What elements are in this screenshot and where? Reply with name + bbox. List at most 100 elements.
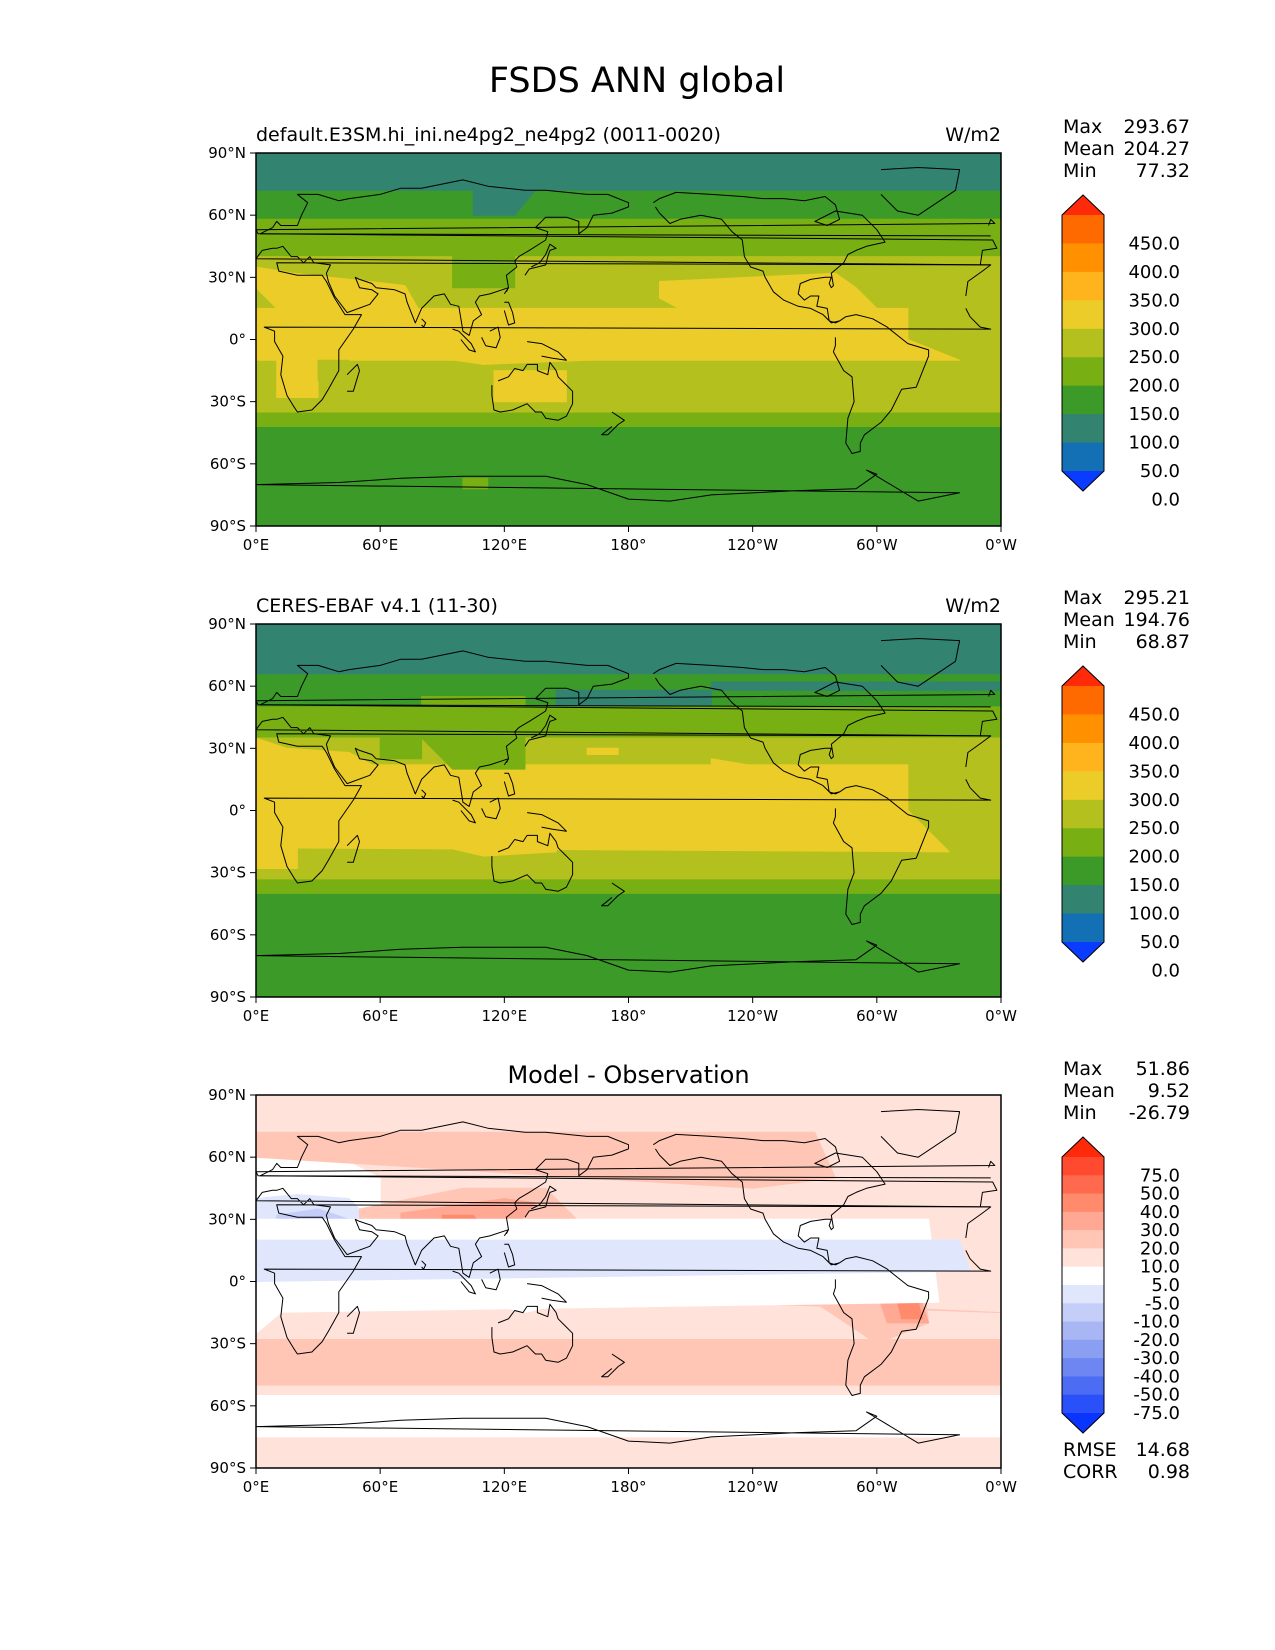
units-label: W/m2 bbox=[945, 595, 1001, 617]
colorbar: 450.0 400.0 350.0 300.0 250.0 200.0 150.0 100.0… bbox=[1061, 665, 1180, 981]
lat-tick-label: 60°S bbox=[210, 926, 246, 944]
figure-title: FSDS ANN global bbox=[489, 61, 785, 101]
lon-tick-label: 180° bbox=[610, 1007, 646, 1025]
stat-label: Max bbox=[1063, 1058, 1102, 1080]
metric-label: RMSE bbox=[1063, 1439, 1117, 1461]
colorbar-label: 200.0 bbox=[1128, 376, 1180, 397]
colorbar-outline bbox=[1061, 1136, 1105, 1434]
coastline bbox=[346, 1305, 360, 1334]
colorbar-segment bbox=[1062, 714, 1104, 744]
lon-tick-label: 120°W bbox=[727, 1478, 778, 1496]
colorbar-segment bbox=[1062, 1321, 1104, 1341]
contour-region bbox=[256, 1395, 1001, 1438]
lat-tick-label: 0° bbox=[229, 1273, 246, 1291]
coastline bbox=[524, 714, 557, 747]
coastline bbox=[346, 834, 360, 863]
colorbar-segment bbox=[1062, 442, 1104, 472]
lon-tick-label: 120°W bbox=[727, 536, 778, 554]
coastline bbox=[256, 1160, 996, 1179]
coastline bbox=[601, 411, 625, 436]
colorbar-label: 150.0 bbox=[1128, 875, 1180, 896]
colorbar-segment bbox=[1062, 913, 1104, 943]
colorbar-outline bbox=[1061, 194, 1105, 492]
coastline bbox=[503, 758, 509, 766]
lon-tick-label: 60°E bbox=[362, 1007, 398, 1025]
colorbar-extend-min bbox=[1062, 471, 1104, 491]
colorbar-segment bbox=[1062, 1303, 1104, 1323]
contour-region bbox=[256, 1339, 1001, 1386]
stat-value: 293.67 bbox=[1124, 116, 1190, 138]
coastline bbox=[880, 1109, 961, 1158]
colorbar-label: 100.0 bbox=[1128, 904, 1180, 925]
lat-tick-label: 90°N bbox=[208, 615, 246, 633]
coastline bbox=[503, 301, 516, 326]
colorbar-segment bbox=[1062, 215, 1104, 244]
contour-region bbox=[256, 624, 1001, 675]
lon-tick-label: 120°E bbox=[482, 1478, 528, 1496]
colorbar-segment bbox=[1062, 885, 1104, 915]
lat-tick-label: 60°S bbox=[210, 455, 246, 473]
panel-title: default.E3SM.hi_ini.ne4pg2_ne4pg2 (0011-… bbox=[256, 124, 721, 146]
units-label: W/m2 bbox=[945, 124, 1001, 146]
stat-label: Mean bbox=[1063, 1080, 1115, 1102]
coastline bbox=[256, 940, 961, 973]
colorbar-segment bbox=[1062, 1339, 1104, 1359]
colorbar-segment bbox=[1062, 799, 1104, 829]
stat-label: Mean bbox=[1063, 609, 1115, 631]
colorbar-label: 0.0 bbox=[1151, 960, 1180, 981]
coastline bbox=[421, 318, 427, 328]
coastline bbox=[503, 772, 516, 797]
coastline bbox=[491, 361, 574, 421]
lat-tick-label: 30°N bbox=[208, 268, 246, 286]
panel-diff: Model - Observation 90°N 60°N 30°N 0° 30°S 60°… bbox=[208, 1058, 1190, 1496]
coastline bbox=[527, 812, 567, 832]
lon-tick-label: 0°W bbox=[985, 1478, 1017, 1496]
coastline bbox=[263, 733, 992, 884]
colorbar-label: -5.0 bbox=[1145, 1293, 1180, 1314]
coastline bbox=[491, 832, 574, 892]
coastline bbox=[503, 287, 509, 295]
lat-tick-label: 30°S bbox=[210, 393, 246, 411]
stat-value: 9.52 bbox=[1148, 1080, 1190, 1102]
coastline bbox=[256, 689, 996, 708]
colorbar-segment bbox=[1062, 686, 1104, 715]
lat-tick-label: 90°N bbox=[208, 1086, 246, 1104]
lat-tick-label: 30°N bbox=[208, 1210, 246, 1228]
coastline bbox=[263, 262, 992, 413]
colorbar-label: 400.0 bbox=[1128, 262, 1180, 283]
lon-tick-label: 60°W bbox=[856, 1007, 898, 1025]
colorbar-segment bbox=[1062, 271, 1104, 301]
lat-tick-label: 90°N bbox=[208, 144, 246, 162]
lon-tick-label: 60°E bbox=[362, 1478, 398, 1496]
contour-region bbox=[256, 153, 1001, 191]
lon-tick-label: 60°W bbox=[856, 1478, 898, 1496]
colorbar-segment bbox=[1062, 414, 1104, 444]
stat-label: Max bbox=[1063, 116, 1102, 138]
coastline bbox=[346, 363, 360, 392]
coastline bbox=[452, 328, 476, 353]
colorbar-label: 300.0 bbox=[1128, 790, 1180, 811]
colorbar-label: 5.0 bbox=[1151, 1275, 1180, 1296]
contour-region bbox=[452, 245, 516, 289]
lon-tick-label: 0°E bbox=[243, 1007, 270, 1025]
colorbar-label: 10.0 bbox=[1140, 1257, 1180, 1278]
lat-tick-label: 90°S bbox=[210, 517, 246, 535]
coastline bbox=[256, 1411, 961, 1444]
coastline bbox=[832, 314, 930, 454]
colorbar-label: -75.0 bbox=[1133, 1403, 1180, 1424]
coastline bbox=[601, 1353, 625, 1378]
colorbar-label: 200.0 bbox=[1128, 847, 1180, 868]
colorbar-extend-max bbox=[1062, 1137, 1104, 1157]
lon-tick-label: 120°E bbox=[482, 536, 528, 554]
stat-label: Min bbox=[1063, 160, 1097, 182]
colorbar-extend-max bbox=[1062, 195, 1104, 215]
colorbar: 75.050.040.030.020.010.05.0-5.0-10.0-20.… bbox=[1061, 1136, 1180, 1434]
lon-tick-label: 60°E bbox=[362, 536, 398, 554]
lat-tick-label: 60°N bbox=[208, 1148, 246, 1166]
coastline bbox=[503, 1229, 509, 1237]
lon-tick-label: 0°W bbox=[985, 536, 1017, 554]
panel-obs: CERES-EBAF v4.1 (11-30) W/m2 90°N 60°N 30°N 0… bbox=[208, 587, 1190, 1025]
lat-tick-label: 90°S bbox=[210, 1459, 246, 1477]
coastline bbox=[256, 469, 961, 502]
